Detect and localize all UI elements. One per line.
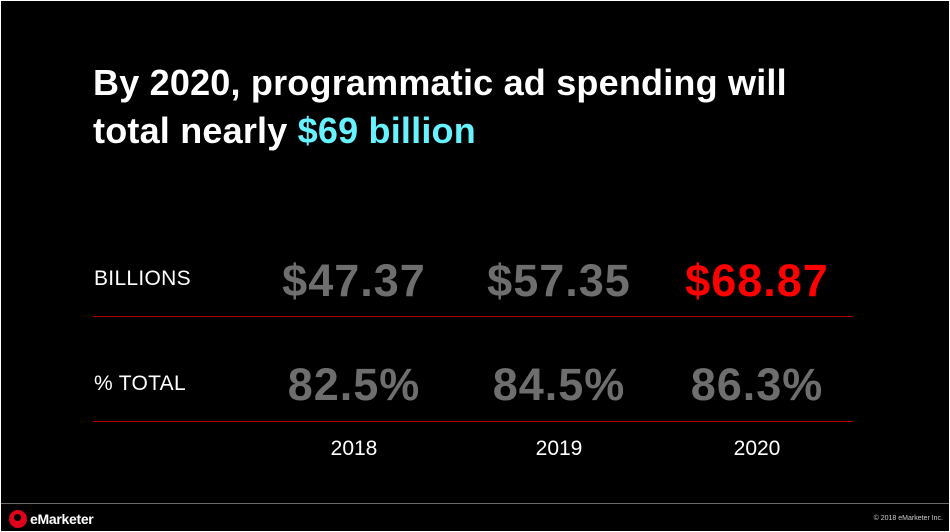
year-label-2018: 2018	[330, 437, 378, 460]
divider-rule-2	[93, 421, 853, 422]
billions-value-2019: $57.35	[487, 255, 631, 306]
title-line-2: total nearly $69 billion	[93, 107, 893, 155]
pct-total-value-2019: 84.5%	[492, 359, 626, 410]
billions-value-2018: $47.37	[282, 255, 426, 306]
slide-title: By 2020, programmatic ad spending will t…	[93, 59, 893, 155]
pct-total-value-2018: 82.5%	[287, 359, 421, 410]
year-label-2020: 2020	[733, 437, 781, 460]
billions-value-2020: $68.87	[685, 255, 829, 306]
copyright-text: © 2018 eMarketer Inc.	[873, 515, 943, 522]
row-label-billions: BILLIONS	[94, 267, 191, 290]
title-line-1: By 2020, programmatic ad spending will	[93, 62, 787, 103]
emarketer-logo: eMarketer	[9, 510, 94, 528]
year-label-2019: 2019	[535, 437, 583, 460]
footer-divider	[1, 503, 949, 504]
title-highlight: $69 billion	[297, 110, 476, 151]
divider-rule-1	[93, 316, 853, 317]
title-line-2-prefix: total nearly	[93, 110, 298, 151]
emarketer-logo-icon	[9, 510, 27, 528]
row-label-pct-total: % TOTAL	[94, 372, 186, 395]
pct-total-value-2020: 86.3%	[690, 359, 824, 410]
emarketer-logo-text: eMarketer	[30, 511, 94, 527]
